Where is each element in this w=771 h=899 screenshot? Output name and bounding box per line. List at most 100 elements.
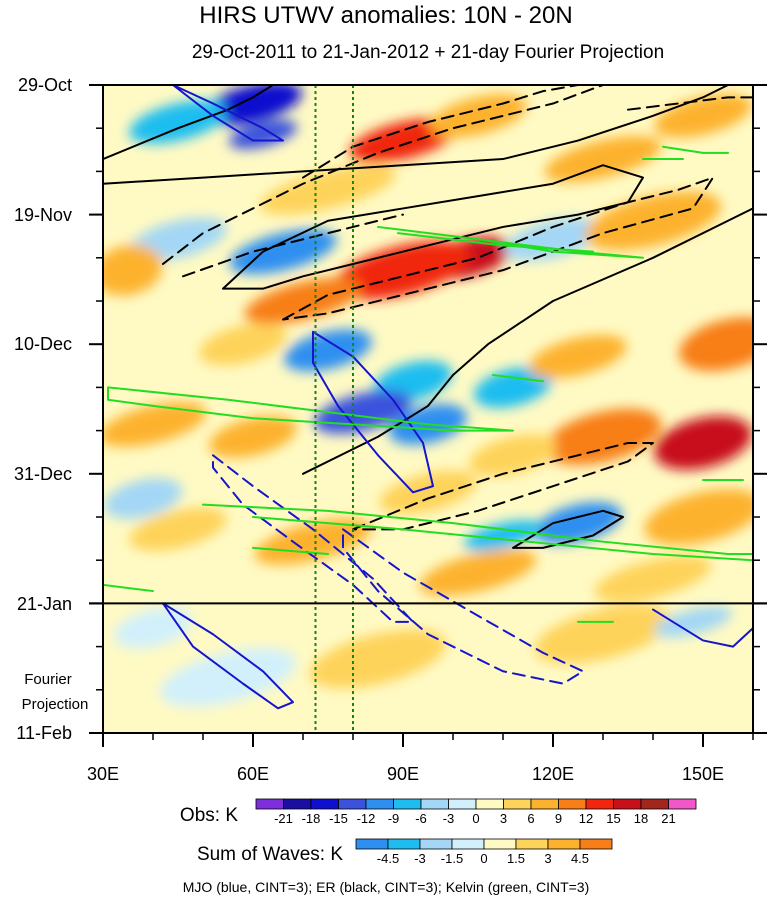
obs-colorbar-label: Obs: K [180, 805, 238, 826]
waves-colorbar-label: Sum of Waves: K [197, 844, 343, 865]
er-contour [162, 85, 604, 265]
contour-legend: MJO (blue, CINT=3); ER (black, CINT=3); … [183, 879, 590, 895]
anomaly-blob [544, 135, 662, 183]
x-tick-label: 90E [387, 764, 419, 784]
anomaly-blob [309, 629, 447, 689]
mjo-contour [652, 608, 753, 648]
colorbar-tick-label: -9 [388, 811, 400, 826]
er-contour [182, 213, 404, 278]
x-tick-label: 150E [682, 764, 724, 784]
colorbar-tick-label: 0 [472, 811, 479, 826]
projection-label: Fourier [24, 671, 72, 688]
colorbar-swatch [419, 838, 453, 850]
y-tick-label: 29-Oct [18, 75, 72, 95]
anomaly-blob [534, 502, 622, 545]
anomaly-blob [594, 555, 712, 602]
er-contour [103, 85, 729, 185]
anomaly-blob [199, 323, 287, 366]
colorbar-swatch [338, 798, 367, 810]
x-tick-label: 120E [532, 764, 574, 784]
colorbar-swatch [451, 838, 485, 850]
anomaly-blob [529, 334, 627, 379]
colorbar-swatch [393, 798, 422, 810]
anomaly-blob [229, 229, 337, 274]
colorbar-tick-label: 21 [661, 811, 675, 826]
y-axis-labels: 29-Oct 19-Nov 10-Dec 31-Dec 21-Jan 11-Fe… [14, 75, 88, 743]
anomaly-blob [259, 165, 397, 215]
anomaly-blob [204, 85, 302, 126]
anomaly-blob [473, 366, 553, 408]
colorbar-tick-label: -15 [329, 811, 348, 826]
axis-ticks [89, 84, 767, 747]
anomaly-blob [103, 244, 163, 296]
colorbar-tick-label: 15 [606, 811, 620, 826]
er-contour [302, 85, 579, 179]
colorbar-tick-label: 9 [555, 811, 562, 826]
colorbar-swatch [613, 798, 642, 810]
chart-title: HIRS UTWV anomalies: 10N - 20N [199, 2, 572, 29]
anomaly-blob [429, 94, 527, 138]
plot-area [89, 84, 767, 747]
anomaly-blob [349, 118, 457, 163]
obs-colorbar: Obs: K -21 -18 -15 -12 -9 -6 -3 0 3 6 9 12 15 18 21 [180, 798, 697, 826]
anomaly-blob [129, 100, 227, 144]
colorbar-tick-label: 4.5 [571, 851, 589, 866]
x-tick-label: 30E [87, 764, 119, 784]
colorbar-tick-label: -18 [302, 811, 321, 826]
colorbar-tick-label: 0 [480, 851, 487, 866]
kelvin-contour [492, 374, 544, 383]
anomaly-blob [284, 329, 372, 372]
y-tick-label: 10-Dec [14, 334, 72, 354]
y-tick-label: 31-Dec [14, 464, 72, 484]
colorbar-swatch [475, 798, 504, 810]
er-contour [222, 164, 644, 290]
colorbar-swatch [558, 798, 587, 810]
colorbar-swatch [640, 798, 669, 810]
anomaly-blob [584, 191, 722, 251]
anomaly-blob [129, 217, 227, 261]
y-tick-label: 19-Nov [14, 205, 72, 225]
er-contour [627, 96, 753, 111]
anomaly-blob [419, 549, 537, 596]
anomaly-blob [544, 408, 662, 465]
kelvin-contour [107, 386, 514, 432]
colorbar-swatch [387, 838, 421, 850]
colorbar-swatch [503, 798, 532, 810]
projection-label: Projection [22, 696, 89, 713]
colorbar-swatch [365, 798, 394, 810]
anomaly-blob [464, 520, 542, 551]
colorbar-tick-label: 3 [500, 811, 507, 826]
colorbar-tick-label: -4.5 [377, 851, 399, 866]
colorbar-tick-label: -3 [414, 851, 426, 866]
anomaly-blob [644, 488, 753, 546]
anomaly-blob [209, 415, 297, 458]
x-axis-labels: 30E 60E 90E 120E 150E [87, 764, 724, 784]
colorbar-swatch [547, 838, 581, 850]
colorbar-tick-label: -12 [357, 811, 376, 826]
anomaly-blob [228, 119, 298, 150]
anomaly-blob [103, 402, 207, 447]
kelvin-contour [397, 232, 594, 253]
waves-colorbar: Sum of Waves: K -4.5 -3 -1.5 0 1.5 3 4.5 [197, 838, 613, 866]
colorbar-swatch [668, 798, 697, 810]
colorbar-tick-label: 18 [634, 811, 648, 826]
chart-subtitle: 29-Oct-2011 to 21-Jan-2012 + 21-day Four… [192, 42, 664, 63]
colorbar-swatch [420, 798, 449, 810]
colorbar-swatch [585, 798, 614, 810]
er-contour [103, 85, 274, 161]
mjo-contour [312, 330, 434, 494]
colorbar-swatch [355, 838, 389, 850]
anomaly-blob [654, 94, 752, 138]
colorbar-swatch [255, 798, 284, 810]
anomaly-blob [334, 240, 472, 300]
mjo-contour [162, 602, 294, 710]
anomaly-blob [534, 604, 672, 664]
colorbar-swatch [448, 798, 477, 810]
plot-frame [102, 84, 754, 734]
mjo-contour [342, 528, 584, 685]
x-tick-label: 60E [237, 764, 269, 784]
anomaly-blob [654, 416, 752, 470]
anomaly-blob [254, 518, 372, 565]
colorbar-tick-label: 3 [544, 851, 551, 866]
